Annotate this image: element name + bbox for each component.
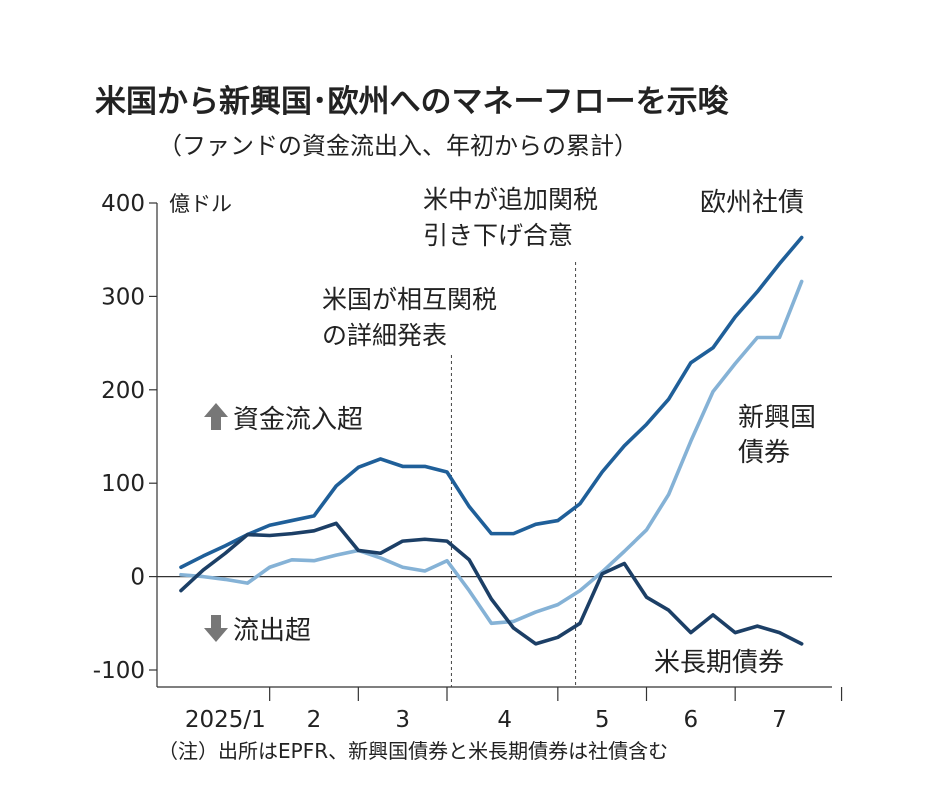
x-tick-label: 2025/1 — [185, 707, 266, 733]
outflow-arrow-icon — [204, 615, 228, 642]
x-tick-label: 5 — [595, 707, 610, 733]
inflow-arrow-icon — [204, 403, 228, 430]
x-tick-label: 7 — [772, 707, 787, 733]
y-tick-label: 400 — [101, 191, 145, 217]
x-tick-label: 3 — [395, 707, 410, 733]
y-tick-label: 0 — [130, 565, 145, 591]
y-unit-label: 億ドル — [169, 192, 232, 216]
x-tick-label: 2 — [307, 707, 322, 733]
x-tick-label: 4 — [497, 707, 512, 733]
inflow-label: 資金流入超 — [233, 405, 363, 435]
series-label-europe: 欧州社債 — [700, 188, 804, 218]
series-line-2 — [179, 521, 804, 646]
source-note: （注）出所はEPFR、新興国債券と米長期債券は社債含む — [158, 739, 669, 763]
axes: -100 0 100 200 300 400 2025/1 2 3 4 5 6 7 億ドル — [93, 191, 843, 733]
y-tick-label: 200 — [101, 378, 145, 404]
series-lines — [179, 235, 804, 646]
series-line-1 — [179, 279, 804, 626]
series-label-emerging-1: 新興国 — [738, 403, 816, 433]
series-line-0 — [179, 235, 804, 570]
y-tick-label: 300 — [101, 284, 145, 310]
event-annotation-line2: 引き下げ合意 — [423, 221, 573, 250]
x-tick-label: 6 — [684, 707, 699, 733]
event-annotation-line2: の詳細発表 — [322, 321, 447, 350]
series-label-us: 米長期債券 — [654, 648, 784, 678]
chart-subtitle: （ファンドの資金流出入、年初からの累計） — [158, 132, 638, 160]
down-arrow-shape — [204, 615, 228, 642]
up-arrow-shape — [204, 403, 228, 430]
event-annotation-line1: 米国が相互関税 — [322, 285, 497, 314]
outflow-label: 流出超 — [233, 616, 311, 646]
series-label-emerging-2: 債券 — [738, 438, 790, 468]
y-tick-label: 100 — [101, 471, 145, 497]
chart-title: 米国から新興国･欧州へのマネーフローを示唆 — [95, 84, 729, 120]
y-tick-label: -100 — [93, 658, 145, 684]
event-annotation-line1: 米中が追加関税 — [423, 185, 598, 214]
